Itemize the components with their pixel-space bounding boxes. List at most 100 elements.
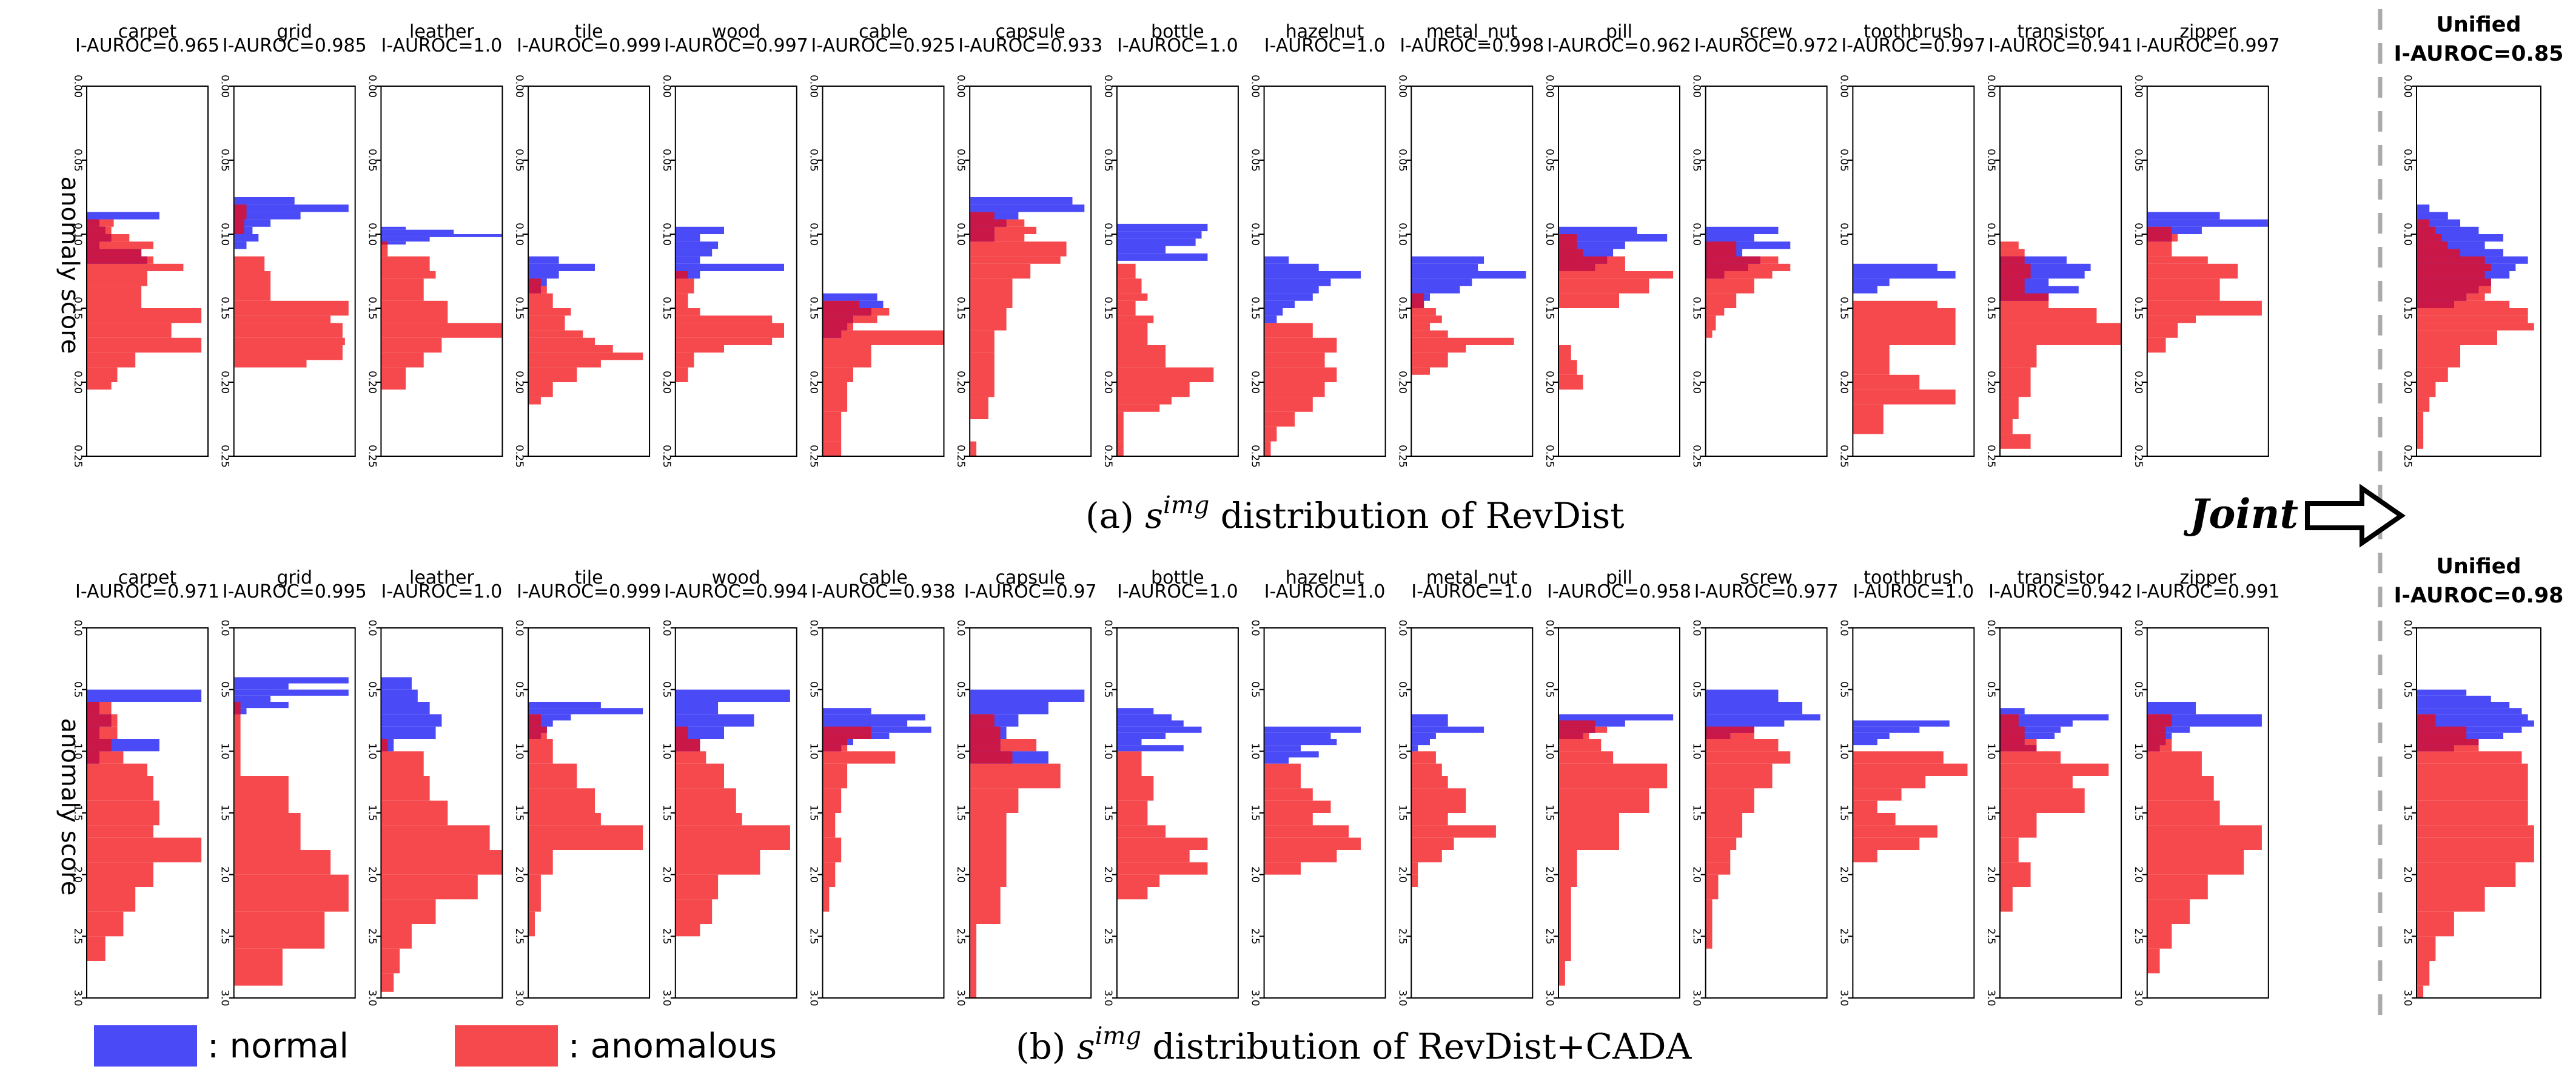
overlap-bar bbox=[381, 739, 388, 752]
anomalous-bar bbox=[381, 367, 406, 390]
y-tick-label: 0.05 bbox=[1396, 149, 1408, 172]
normal-bar bbox=[823, 293, 877, 301]
normal-bar bbox=[1264, 271, 1361, 279]
anomalous-bar bbox=[2147, 278, 2220, 301]
y-tick-label: 0.25 bbox=[2132, 445, 2144, 468]
anomalous-bar bbox=[1117, 825, 1166, 838]
overlap-bar bbox=[2147, 726, 2166, 733]
y-tick-label: 0.00 bbox=[954, 75, 967, 98]
y-tick-label: 1.0 bbox=[1249, 743, 1261, 760]
anomalous-bar bbox=[1559, 850, 1577, 887]
y-tick-label: 0.15 bbox=[1543, 297, 1555, 320]
normal-bar bbox=[529, 714, 571, 721]
y-tick-label: 0.0 bbox=[2132, 619, 2144, 636]
panel-class-label: zipper bbox=[2179, 567, 2236, 588]
y-tick-label: 2.0 bbox=[1985, 866, 1997, 883]
anomalous-bar bbox=[381, 249, 388, 257]
overlap-bar bbox=[2417, 300, 2454, 308]
panel-class-label: screw bbox=[1740, 567, 1793, 588]
anomalous-bar bbox=[381, 278, 424, 301]
y-tick-label: 2.0 bbox=[366, 866, 378, 883]
anomalous-bar bbox=[529, 330, 583, 338]
caption-a: (a) simg distribution of RevDist bbox=[1085, 491, 1625, 536]
anomalous-bar bbox=[1706, 315, 1716, 331]
panel-metric-label: I-AUROC=1.0 bbox=[1264, 35, 1386, 56]
anomalous-bar bbox=[87, 323, 172, 338]
normal-bar bbox=[381, 677, 412, 690]
overlap-bar bbox=[823, 315, 853, 323]
normal-bar bbox=[1706, 720, 1785, 727]
normal-bar bbox=[381, 241, 406, 245]
normal-bar bbox=[2417, 714, 2528, 721]
normal-bar bbox=[1264, 308, 1283, 316]
normal-bar bbox=[87, 689, 202, 702]
panel-class-label: hazelnut bbox=[1286, 21, 1364, 42]
overlap-bar bbox=[2417, 219, 2430, 227]
overlap-bar bbox=[2001, 256, 2025, 264]
y-tick-label: 0.05 bbox=[1249, 149, 1261, 172]
legend-normal-label: : normal bbox=[207, 1026, 349, 1066]
normal-bar bbox=[234, 702, 289, 709]
legend-anomalous-label: : anomalous bbox=[568, 1026, 777, 1066]
normal-bar bbox=[1853, 732, 1890, 739]
y-tick-label: 0.10 bbox=[1102, 223, 1114, 246]
overlap-bar bbox=[2417, 739, 2479, 746]
joint-label: Joint bbox=[2183, 490, 2298, 538]
overlap-bar bbox=[823, 726, 871, 733]
y-tick-label: 0.15 bbox=[219, 297, 231, 320]
y-tick-label: 0.05 bbox=[2132, 149, 2144, 172]
panel-metric-label: I-AUROC=1.0 bbox=[381, 581, 503, 602]
anomalous-bar bbox=[970, 850, 1007, 887]
anomalous-bar bbox=[823, 367, 853, 382]
anomalous-bar bbox=[529, 352, 643, 360]
panel-metric-label: I-AUROC=0.999 bbox=[517, 581, 661, 602]
panel-frame bbox=[2416, 86, 2541, 457]
anomalous-bar bbox=[970, 397, 988, 419]
anomalous-bar bbox=[1412, 776, 1448, 789]
normal-bar bbox=[1264, 757, 1289, 764]
anomalous-bar bbox=[1264, 382, 1325, 397]
normal-bar bbox=[1706, 714, 1820, 721]
y-tick-label: 0.00 bbox=[1837, 75, 1850, 98]
anomalous-bar bbox=[1117, 776, 1154, 801]
normal-bar bbox=[1117, 726, 1202, 733]
anomalous-bar bbox=[970, 256, 1061, 264]
anomalous-bar bbox=[1117, 263, 1136, 279]
overlap-bar bbox=[823, 323, 848, 331]
anomalous-bar bbox=[970, 352, 995, 397]
caption-b-superscript: img bbox=[1095, 1022, 1141, 1050]
y-tick-label: 3.0 bbox=[954, 989, 967, 1006]
anomalous-bar bbox=[2417, 776, 2528, 801]
anomalous-bar bbox=[1853, 300, 1937, 308]
panel-frame bbox=[1852, 86, 1975, 457]
anomalous-bar bbox=[676, 788, 736, 813]
y-tick-label: 0.00 bbox=[808, 75, 820, 98]
panel-metric-label: I-AUROC=0.938 bbox=[811, 581, 956, 602]
anomalous-bar bbox=[676, 813, 742, 826]
y-tick-label: 0.05 bbox=[1837, 149, 1850, 172]
anomalous-bar bbox=[529, 763, 577, 789]
y-tick-label: 3.0 bbox=[808, 989, 820, 1006]
panel-frame bbox=[528, 86, 651, 457]
anomalous-bar bbox=[1117, 382, 1190, 397]
overlap-bar bbox=[2147, 714, 2172, 727]
anomalous-bar bbox=[1412, 763, 1442, 776]
panel-metric-label: I-AUROC=0.958 bbox=[1547, 581, 1691, 602]
panel-metric-label: I-AUROC=0.999 bbox=[517, 35, 661, 56]
anomalous-bar bbox=[87, 382, 112, 390]
anomalous-bar bbox=[1559, 924, 1571, 961]
normal-bar bbox=[1853, 720, 1950, 727]
y-tick-label: 0.15 bbox=[1837, 297, 1850, 320]
anomalous-bar bbox=[2147, 948, 2160, 974]
overlap-bar bbox=[234, 708, 241, 715]
overlap-bar bbox=[529, 720, 541, 727]
anomalous-bar bbox=[529, 874, 541, 912]
anomalous-bar bbox=[381, 256, 430, 271]
overlap-bar bbox=[87, 241, 99, 249]
anomalous-bar bbox=[1412, 862, 1418, 875]
anomalous-bar bbox=[1117, 300, 1136, 316]
